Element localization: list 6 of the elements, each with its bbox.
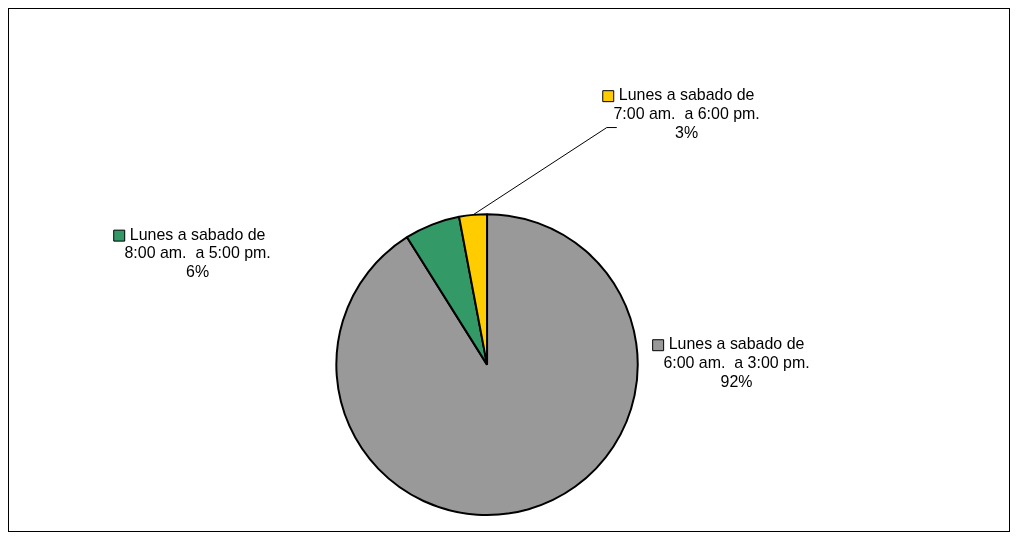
legend-label: Lunes a sabado de 7:00 am. a 6:00 pm. xyxy=(613,86,760,122)
data-label: 3% xyxy=(675,123,699,141)
data-label: 6% xyxy=(186,263,210,281)
data-label: 92% xyxy=(720,372,753,390)
legend-label: Lunes a sabado de 8:00 am. a 5:00 pm. xyxy=(124,225,271,262)
legend-label: Lunes a sabado de 6:00 am. a 3:00 pm. xyxy=(663,335,810,372)
